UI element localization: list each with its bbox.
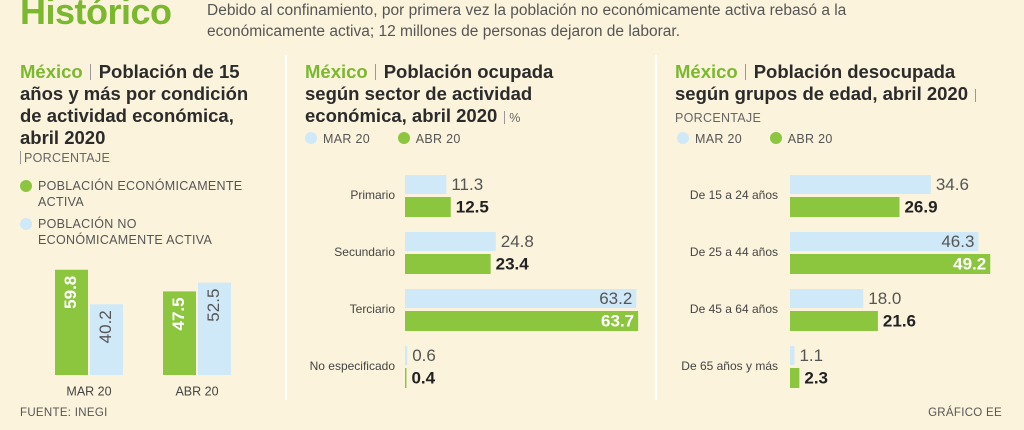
bar: [790, 289, 864, 308]
value-label: 24.8: [501, 232, 534, 251]
value-label: 34.6: [936, 175, 969, 194]
legend-label: ABR 20: [787, 132, 833, 146]
bar: [405, 311, 639, 331]
bar: [55, 269, 88, 375]
bar: [198, 282, 231, 375]
value-label: 18.0: [868, 289, 901, 308]
value-label: 63.7: [601, 311, 634, 330]
legend-label: POBLACIÓN ECONÓMICAMENTE ACTIVA: [38, 179, 243, 209]
legend-item: POBLACIÓN ECONÓMICAMENTE ACTIVA: [20, 178, 260, 210]
legend: POBLACIÓN ECONÓMICAMENTE ACTIVA POBLACIÓ…: [20, 178, 260, 248]
bar: [163, 291, 196, 375]
bar: [790, 197, 900, 217]
legend-label: MAR 20: [695, 132, 742, 146]
chart-title: México Población ocupada según sector de …: [305, 61, 605, 129]
bar: [790, 346, 795, 365]
title-text: Población ocupada según sector de activi…: [305, 61, 554, 126]
region: México: [305, 61, 368, 82]
value-label: 23.4: [496, 254, 530, 273]
unit-text: PORCENTAJE: [675, 111, 762, 125]
y-tick-label: De 45 a 64 años: [690, 302, 778, 316]
value-label: 0.4: [411, 368, 435, 387]
legend-item: POBLACIÓN NO ECONÓMICAMENTE ACTIVA: [20, 216, 260, 248]
bar: [405, 232, 496, 251]
value-label: 21.6: [883, 311, 916, 330]
value-label: 52.5: [204, 289, 223, 322]
x-tick-label: MAR 20: [66, 384, 111, 398]
legend-label: MAR 20: [323, 132, 370, 146]
y-tick-label: Primario: [350, 188, 395, 202]
legend-swatch: [20, 180, 32, 192]
region: México: [20, 61, 83, 82]
bar: [405, 289, 637, 308]
bar: [790, 232, 979, 251]
bar: [90, 304, 123, 375]
legend-swatch: [305, 132, 317, 144]
legend-swatch: [677, 132, 689, 144]
y-tick-label: No especificado: [310, 359, 396, 373]
value-label: 11.3: [451, 175, 483, 194]
chart-title: México Población de 15 años y más por con…: [20, 61, 270, 149]
value-label: 59.8: [61, 276, 80, 309]
bar: [790, 368, 800, 388]
unit-label: PORCENTAJE: [20, 151, 110, 165]
legend: MAR 20 ABR 20: [677, 131, 833, 147]
legend-swatch: [20, 218, 32, 230]
credit: GRÁFICO EE: [928, 407, 1002, 419]
value-label: 47.5: [169, 297, 188, 330]
y-tick-label: De 65 años y más: [681, 359, 778, 373]
value-label: 40.2: [96, 310, 115, 343]
chart-title: México Población desocupada según grupos …: [675, 61, 1005, 129]
bar: [790, 254, 991, 274]
legend-swatch: [397, 132, 410, 144]
source: FUENTE: INEGI: [20, 407, 108, 419]
y-tick-label: Secundario: [334, 245, 395, 259]
unit-text: %: [509, 111, 521, 125]
bar: [405, 368, 407, 388]
value-label: 0.6: [412, 346, 436, 365]
value-label: 26.9: [904, 197, 937, 216]
value-label: 49.2: [953, 254, 986, 273]
legend-swatch: [769, 132, 782, 144]
y-tick-label: De 25 a 44 años: [690, 245, 778, 259]
x-tick-label: ABR 20: [175, 384, 218, 398]
bar: [405, 346, 408, 365]
bar: [790, 175, 931, 194]
value-label: 12.5: [456, 197, 489, 216]
bar: [405, 197, 451, 217]
legend-label: ABR 20: [415, 132, 461, 146]
region: México: [675, 61, 738, 82]
value-label: 63.2: [599, 289, 632, 308]
title-text: Población desocupada según grupos de eda…: [675, 61, 969, 104]
page-title: Histórico: [20, 0, 172, 32]
title-text: Población de 15 años y más por condición…: [20, 61, 249, 148]
value-label: 2.3: [804, 368, 828, 387]
y-tick-label: Terciario: [350, 302, 396, 316]
bar: [405, 254, 491, 274]
bar: [790, 311, 878, 331]
bar: [405, 175, 447, 194]
legend-label: POBLACIÓN NO ECONÓMICAMENTE ACTIVA: [38, 217, 213, 247]
unit-text: PORCENTAJE: [24, 151, 111, 165]
value-label: 1.1: [799, 346, 823, 365]
page-subtitle: Debido al confinamiento, por primera vez…: [207, 2, 847, 40]
legend: MAR 20 ABR 20: [305, 131, 461, 147]
y-tick-label: De 15 a 24 años: [690, 188, 778, 202]
value-label: 46.3: [941, 232, 974, 251]
